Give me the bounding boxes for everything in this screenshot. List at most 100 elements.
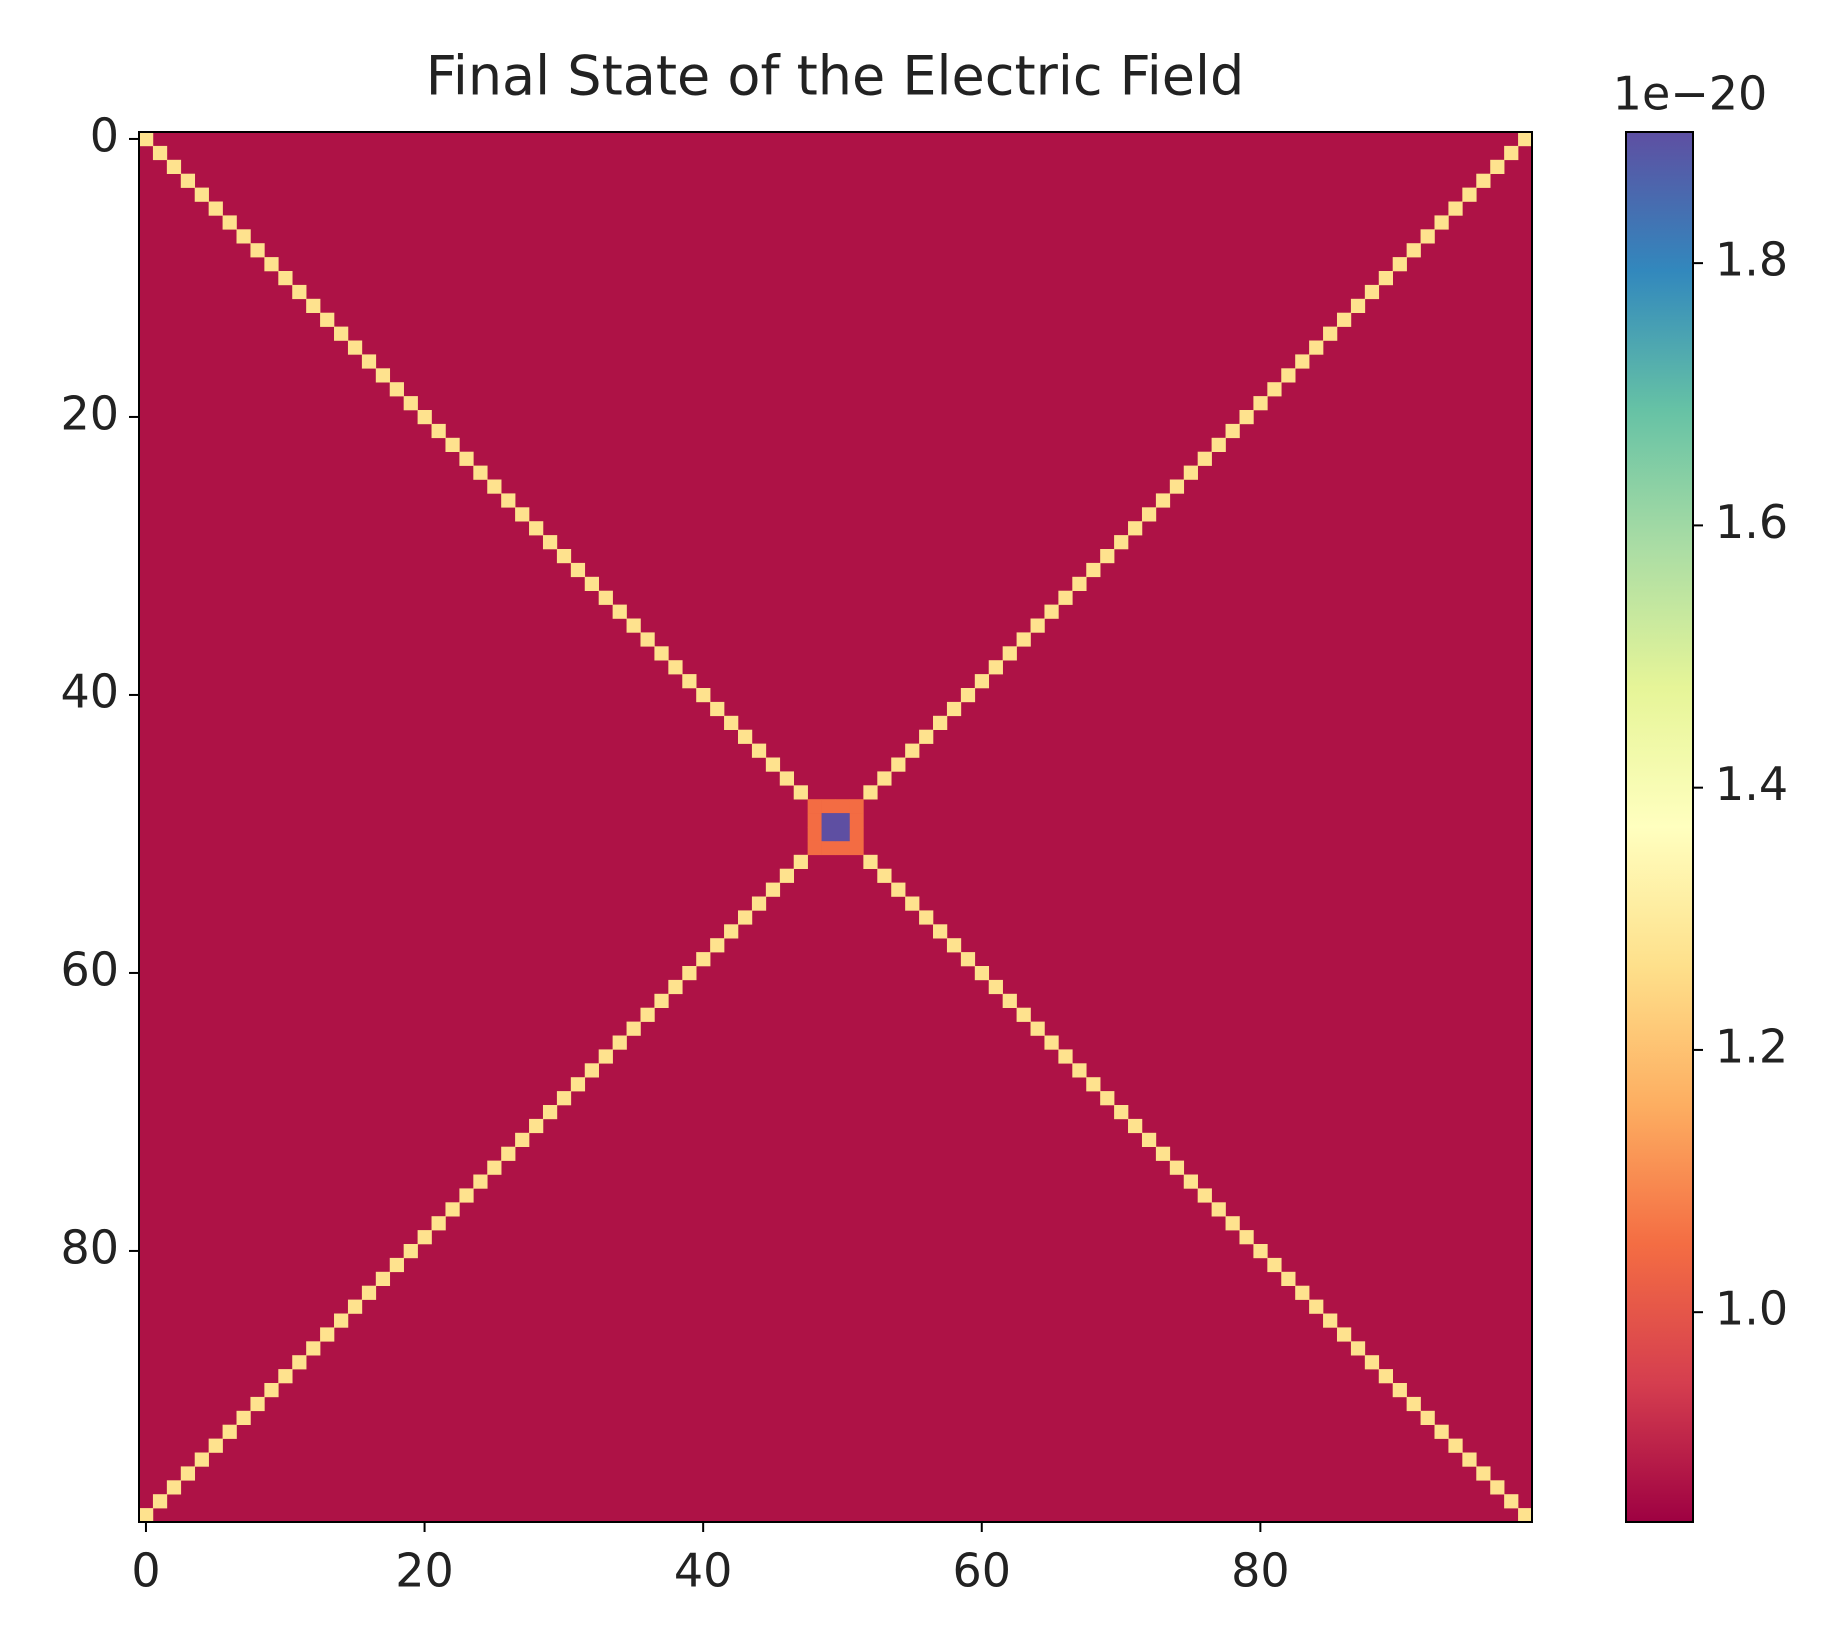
heatmap-cell — [807, 827, 822, 842]
heatmap-cell — [556, 1091, 572, 1106]
heatmap-cell — [668, 660, 683, 675]
heatmap-cell — [389, 382, 404, 397]
heatmap-cell — [529, 521, 544, 536]
heatmap-cell — [389, 1257, 404, 1273]
heatmap-cell — [626, 618, 641, 633]
heatmap-cell — [1281, 368, 1296, 383]
heatmap-cell — [821, 799, 836, 814]
heatmap-cell — [1211, 1202, 1226, 1217]
heatmap-cell — [1086, 562, 1101, 578]
heatmap-cell — [1336, 1327, 1352, 1342]
heatmap-cell — [487, 1160, 502, 1175]
heatmap-cell — [1267, 1257, 1282, 1273]
heatmap-cell — [515, 507, 530, 522]
heatmap-cell — [1002, 646, 1017, 661]
heatmap-cell — [1309, 340, 1324, 355]
heatmap-cell — [807, 840, 822, 856]
heatmap-cell — [1100, 1091, 1115, 1106]
heatmap-cell — [751, 743, 767, 758]
heatmap-cell — [515, 1132, 530, 1147]
heatmap-cell — [1225, 423, 1240, 439]
heatmap-cell — [431, 423, 446, 439]
heatmap-cell — [1378, 1369, 1393, 1384]
colorbar-tick-label: 1.6 — [1715, 495, 1788, 549]
colorbar — [1625, 131, 1694, 1523]
heatmap-cell — [668, 979, 683, 995]
heatmap-cell — [821, 840, 836, 856]
heatmap-cell — [1114, 535, 1129, 550]
heatmap-cell — [1086, 1077, 1101, 1092]
heatmap-cell — [501, 1146, 516, 1161]
x-tick-label: 60 — [952, 1544, 1011, 1598]
heatmap-cell — [347, 340, 363, 355]
heatmap-cell — [877, 771, 892, 786]
heatmap-cell — [1169, 1160, 1185, 1175]
heatmap-cell — [375, 1271, 391, 1286]
heatmap-cell — [459, 1188, 474, 1203]
heatmap-cell — [612, 1035, 627, 1050]
heatmap-cell — [1058, 1049, 1073, 1064]
heatmap-cell — [1114, 1105, 1129, 1120]
heatmap-cell — [292, 1355, 307, 1370]
heatmap-cell — [598, 590, 613, 605]
y-tick-label: 40 — [60, 664, 119, 718]
heatmap-cell — [682, 674, 697, 689]
heatmap-cell — [1462, 1452, 1477, 1467]
heatmap-cell — [1518, 1508, 1533, 1523]
plot-frame — [138, 131, 1533, 1523]
heatmap-cell — [1197, 451, 1212, 466]
chart-title: Final State of the Electric Field — [426, 45, 1245, 108]
heatmap-cell — [250, 243, 265, 258]
colorbar-offset: 1e−20 — [1613, 67, 1768, 121]
heatmap-cell — [835, 827, 850, 842]
heatmap-cell — [598, 1049, 613, 1064]
heatmap-cell — [1211, 437, 1226, 452]
heatmap-cell — [1183, 1174, 1198, 1189]
heatmap-cell — [222, 215, 237, 230]
heatmap-cell — [1016, 1007, 1031, 1022]
heatmap-cell — [654, 993, 669, 1008]
heatmap-cell — [1155, 1146, 1171, 1161]
heatmap-cell — [1253, 1244, 1268, 1259]
heatmap-cell — [347, 1299, 363, 1314]
heatmap-cell — [1420, 229, 1435, 244]
heatmap-cell — [654, 646, 669, 661]
colorbar-tick-label: 1.0 — [1715, 1282, 1788, 1336]
heatmap-cell — [403, 396, 418, 411]
heatmap-cell — [250, 1396, 265, 1412]
heatmap-cell — [835, 799, 850, 814]
x-tick-label: 80 — [1231, 1544, 1290, 1598]
heatmap-cell — [445, 437, 460, 452]
heatmap-cell — [946, 701, 962, 717]
heatmap-cell — [1002, 993, 1017, 1008]
y-tick-label: 20 — [60, 386, 119, 440]
heatmap-cell — [1392, 1383, 1407, 1398]
heatmap-cell — [849, 813, 864, 828]
heatmap-cell — [905, 743, 920, 758]
colorbar-tick-label: 1.2 — [1715, 1019, 1788, 1073]
heatmap-cell — [208, 201, 223, 216]
heatmap-cell — [863, 854, 878, 869]
heatmap-cell — [473, 465, 488, 480]
heatmap-cell — [863, 785, 878, 800]
heatmap-cell — [487, 479, 502, 494]
heatmap-cell — [891, 882, 906, 897]
heatmap-cell — [542, 535, 558, 550]
colorbar-tick-label: 1.4 — [1715, 757, 1788, 811]
heatmap-cell — [849, 799, 864, 814]
heatmap-cell — [1434, 215, 1449, 230]
heatmap-cell — [891, 757, 906, 772]
heatmap-cell — [612, 604, 627, 619]
heatmap-cell — [960, 952, 976, 967]
heatmap-cell — [835, 813, 850, 828]
heatmap-cell — [431, 1216, 446, 1231]
heatmap-cell — [334, 326, 349, 341]
x-tick-label: 0 — [131, 1544, 160, 1598]
heatmap-cell — [361, 1285, 377, 1300]
heatmap-cell — [1197, 1188, 1212, 1203]
heatmap-cell — [1044, 604, 1059, 619]
heatmap-cell — [724, 924, 739, 939]
heatmap-cell — [682, 966, 697, 981]
heatmap-cell — [1155, 493, 1171, 508]
